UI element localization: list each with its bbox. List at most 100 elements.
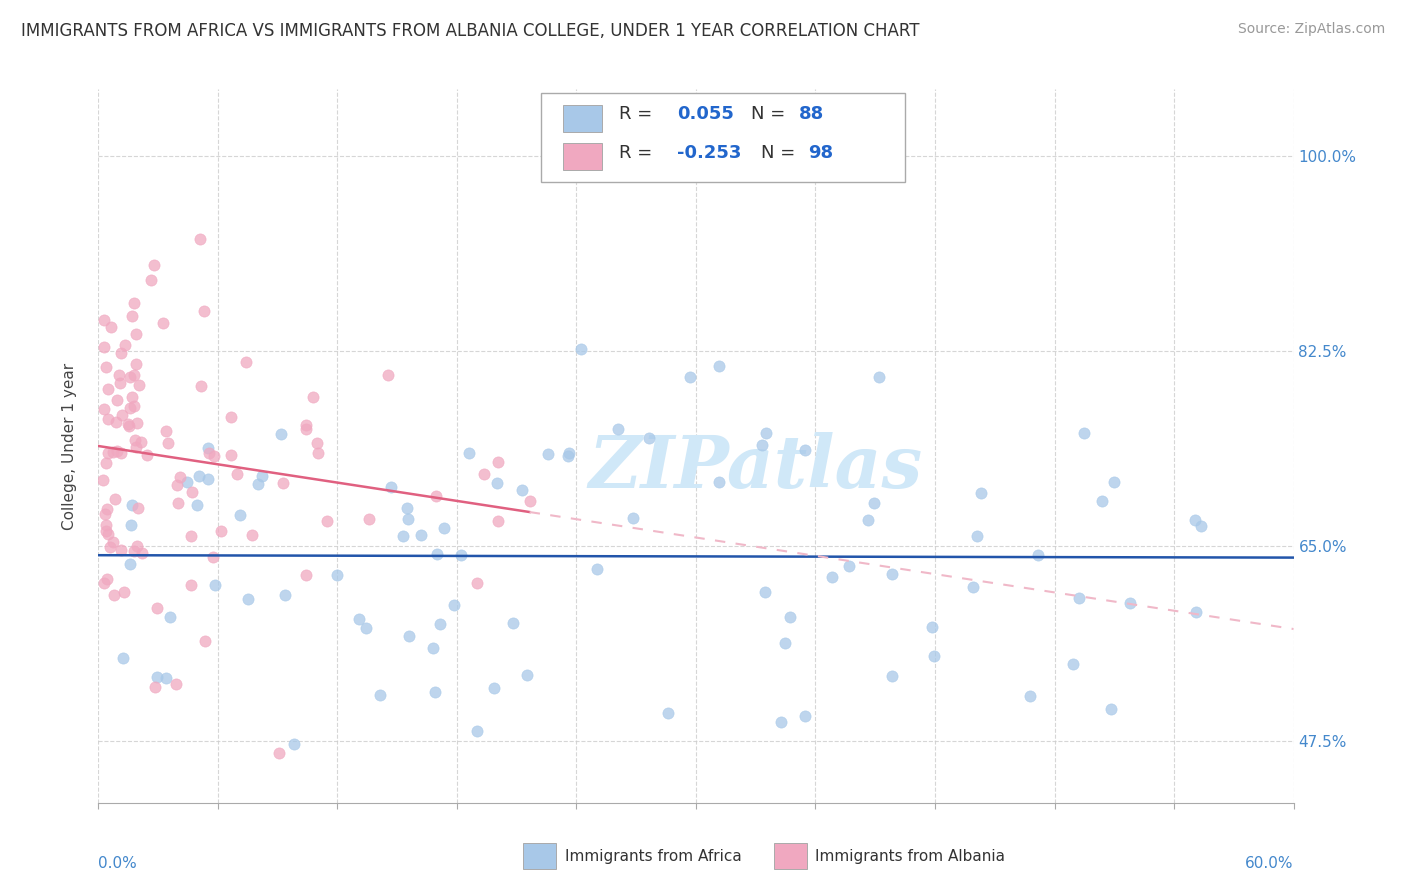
Point xyxy=(793,443,815,458)
Point xyxy=(709,475,731,489)
Point xyxy=(197,441,219,455)
Text: 88: 88 xyxy=(799,105,824,123)
Point xyxy=(779,610,801,624)
Point xyxy=(165,676,187,690)
Point xyxy=(93,576,115,591)
Point xyxy=(1091,494,1114,508)
Point xyxy=(121,390,143,404)
Point xyxy=(679,370,702,384)
Point xyxy=(465,575,488,590)
Point xyxy=(398,629,420,643)
Text: Immigrants from Africa: Immigrants from Africa xyxy=(565,849,741,863)
Bar xyxy=(564,143,602,170)
Point xyxy=(155,671,177,685)
Point xyxy=(966,529,988,543)
FancyBboxPatch shape xyxy=(541,93,905,182)
Point xyxy=(157,436,180,450)
Point xyxy=(838,558,860,573)
Point xyxy=(125,326,148,341)
Point xyxy=(131,435,153,450)
Point xyxy=(100,320,122,334)
Point xyxy=(380,480,402,494)
Point xyxy=(124,368,146,382)
Point xyxy=(1026,548,1049,562)
Point xyxy=(557,449,579,463)
Point xyxy=(794,709,817,723)
Point xyxy=(269,746,291,760)
Point xyxy=(204,578,226,592)
Point xyxy=(880,566,903,581)
Point xyxy=(169,470,191,484)
Point xyxy=(1119,596,1142,610)
Point xyxy=(502,615,524,630)
Point xyxy=(880,669,903,683)
Point xyxy=(145,670,167,684)
Point xyxy=(921,619,943,633)
Point xyxy=(457,446,479,460)
Point xyxy=(127,539,149,553)
Point xyxy=(98,541,121,555)
Point xyxy=(105,444,128,458)
Text: -0.253: -0.253 xyxy=(676,145,741,162)
Point xyxy=(93,340,115,354)
Text: 0.055: 0.055 xyxy=(676,105,734,123)
Point xyxy=(472,467,495,481)
Point xyxy=(188,232,211,246)
Point xyxy=(586,561,609,575)
Point xyxy=(93,402,115,417)
Point xyxy=(93,507,115,521)
Point xyxy=(236,592,259,607)
Point xyxy=(94,457,117,471)
Point xyxy=(198,446,221,460)
Point xyxy=(209,524,232,539)
Point xyxy=(301,390,323,404)
Point xyxy=(621,510,644,524)
Point xyxy=(274,588,297,602)
Text: IMMIGRANTS FROM AFRICA VS IMMIGRANTS FROM ALBANIA COLLEGE, UNDER 1 YEAR CORRELAT: IMMIGRANTS FROM AFRICA VS IMMIGRANTS FRO… xyxy=(21,22,920,40)
Text: 98: 98 xyxy=(808,145,834,162)
Point xyxy=(486,475,509,490)
Point xyxy=(127,500,149,515)
Point xyxy=(120,401,142,415)
Point xyxy=(516,668,538,682)
Point xyxy=(219,448,242,462)
Point xyxy=(110,346,132,360)
Point xyxy=(271,475,294,490)
Point xyxy=(105,415,128,429)
Point xyxy=(1019,690,1042,704)
Point xyxy=(101,534,124,549)
Point xyxy=(962,580,984,594)
Point xyxy=(1062,657,1084,671)
Point xyxy=(180,529,202,543)
Point xyxy=(1099,702,1122,716)
Point xyxy=(121,498,143,512)
Point xyxy=(270,426,292,441)
Point xyxy=(426,547,449,561)
Point xyxy=(180,578,202,592)
Point xyxy=(167,496,190,510)
Point xyxy=(1189,518,1212,533)
Point xyxy=(91,473,114,487)
Point xyxy=(482,681,505,695)
Point xyxy=(519,494,541,508)
Point xyxy=(510,483,533,497)
Point xyxy=(117,417,139,431)
Point xyxy=(773,636,796,650)
Point xyxy=(96,501,118,516)
Point xyxy=(709,359,731,373)
Point xyxy=(112,585,135,599)
Point xyxy=(97,382,120,396)
Point xyxy=(110,445,132,459)
Point xyxy=(252,468,274,483)
Point xyxy=(117,418,139,433)
Point xyxy=(125,440,148,454)
Point xyxy=(465,724,488,739)
Point xyxy=(307,446,329,460)
Point xyxy=(94,524,117,538)
Point xyxy=(1067,591,1090,605)
Bar xyxy=(564,104,602,132)
Text: N =: N = xyxy=(761,145,800,162)
Point xyxy=(124,433,146,447)
Point xyxy=(1184,513,1206,527)
Point xyxy=(558,446,581,460)
